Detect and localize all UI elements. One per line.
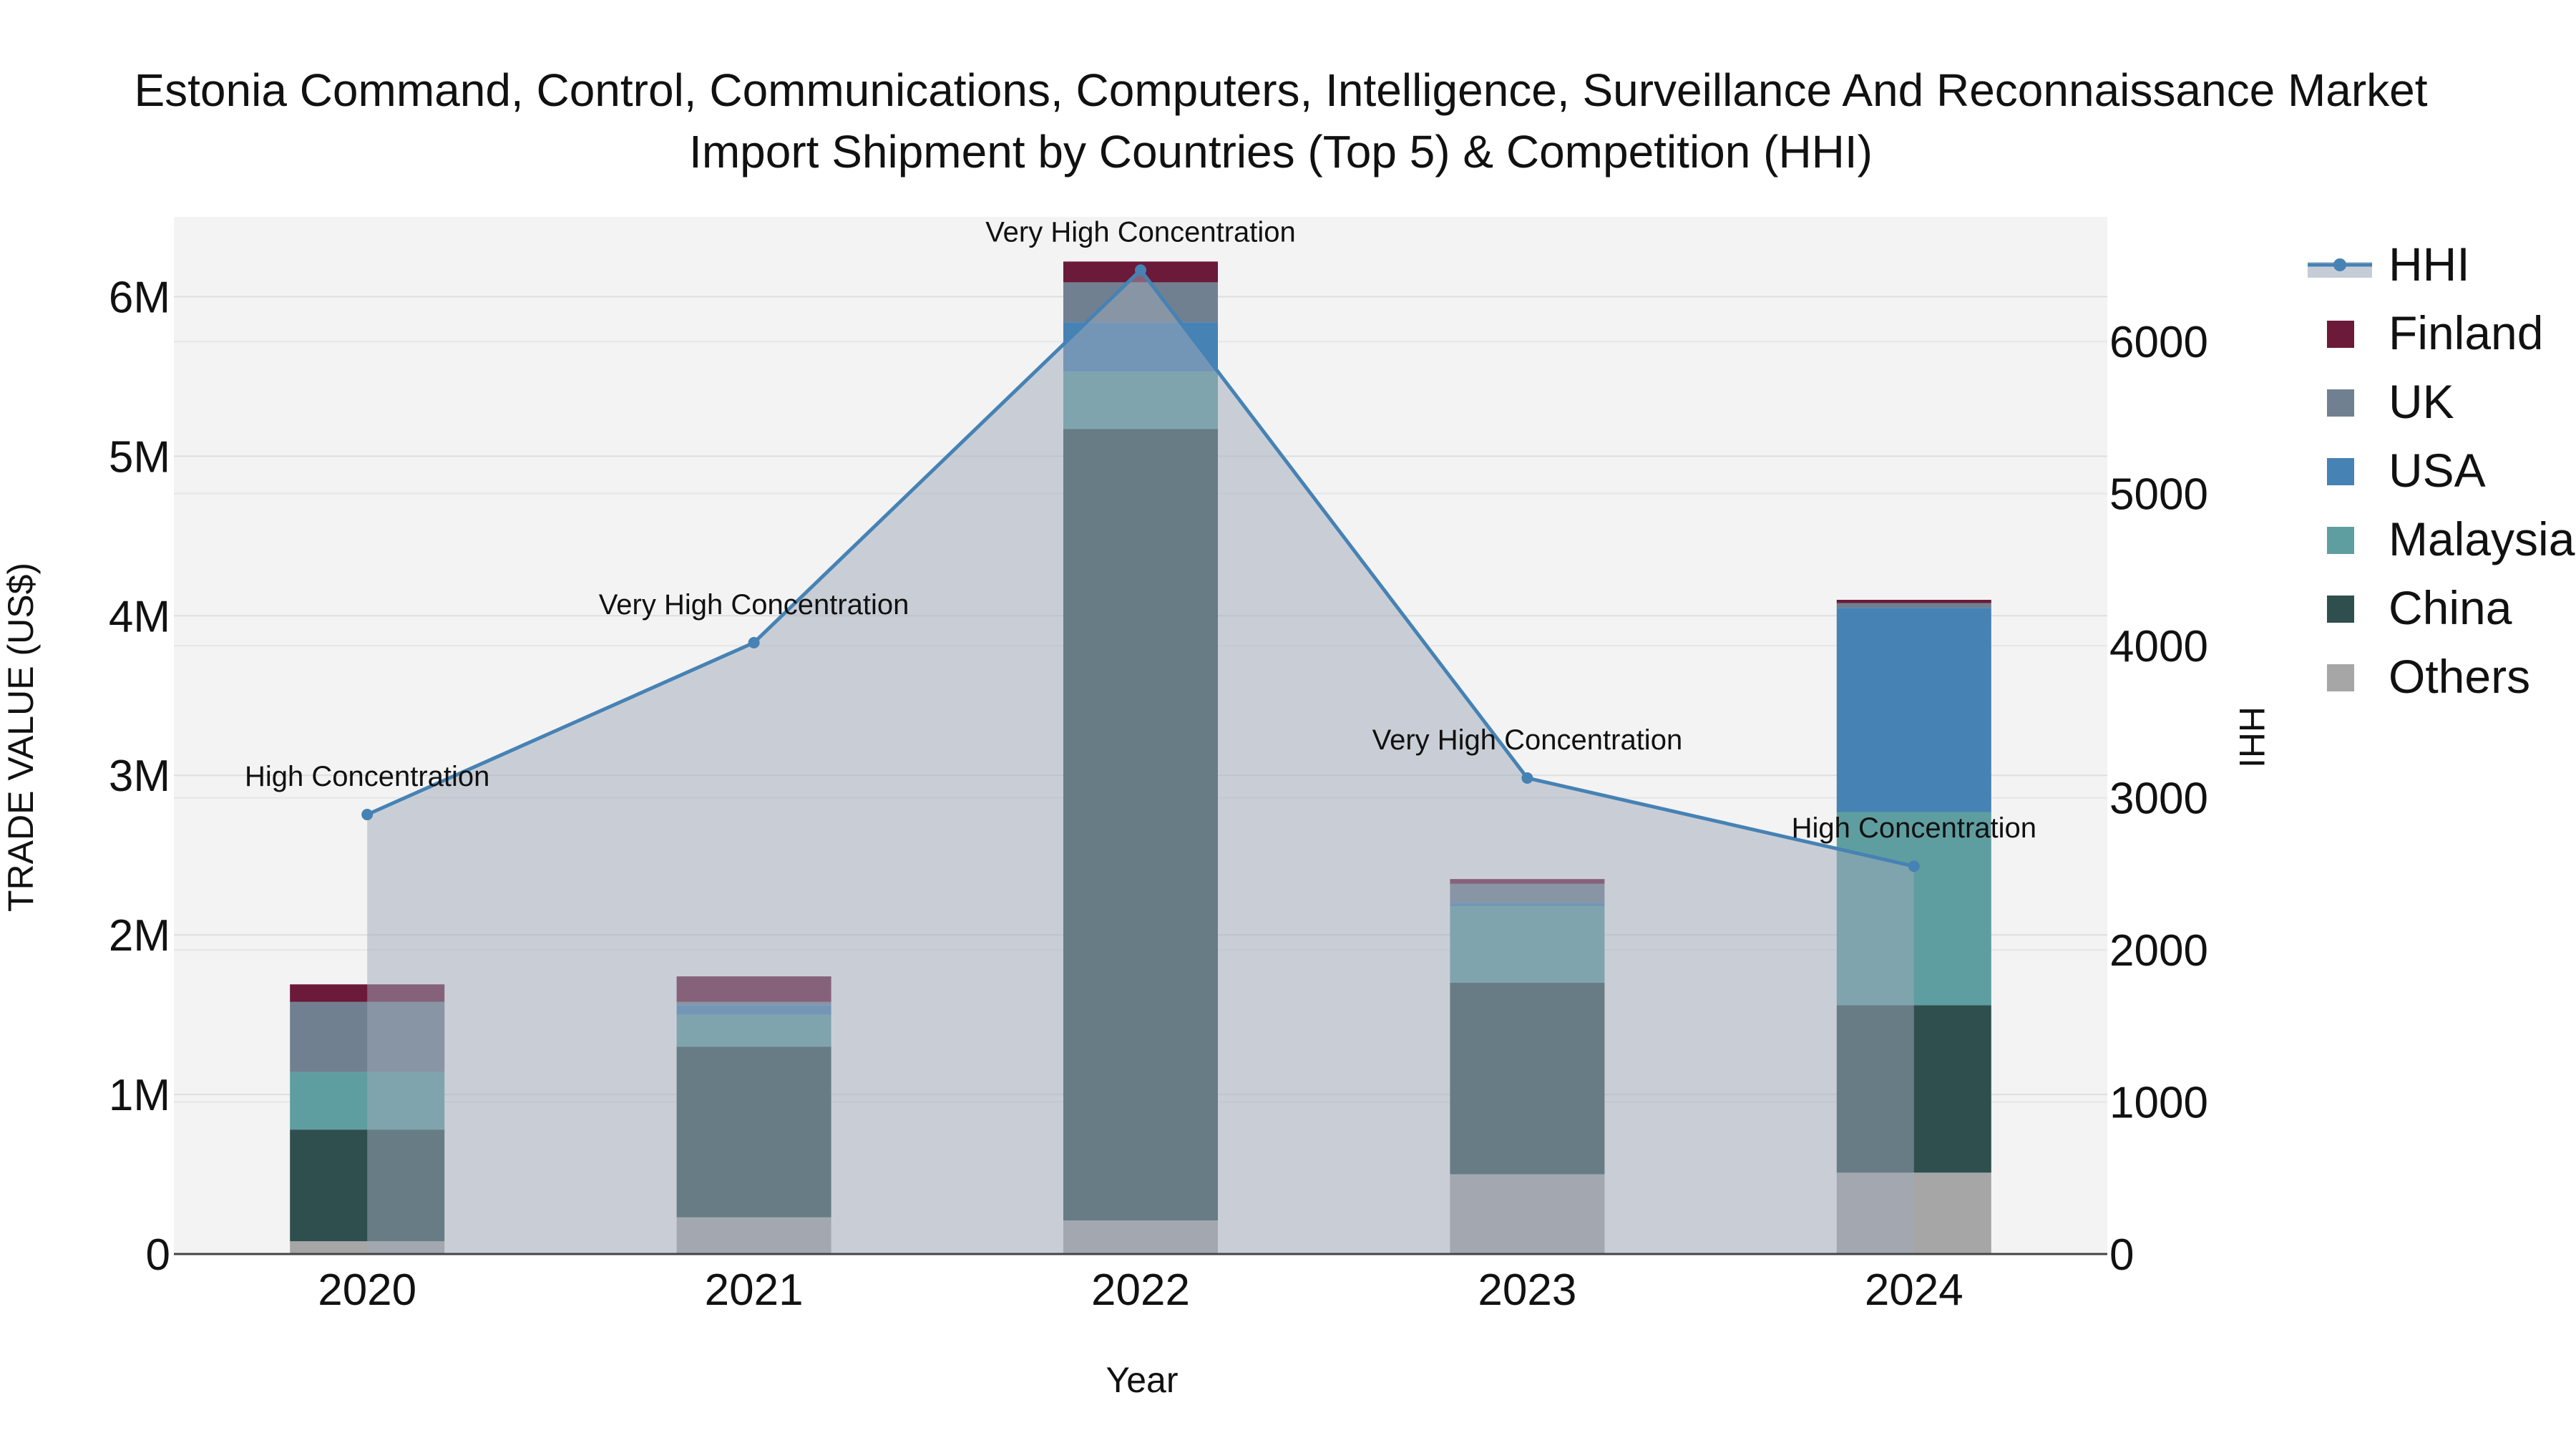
y2-tick-label-1: 1000 [2109, 1079, 2208, 1128]
chart-title-line-1: Estonia Command, Control, Communications… [134, 64, 2427, 116]
y2-axis-title: HHI [2232, 706, 2272, 768]
legend-swatch-marker-hhi [2333, 258, 2346, 271]
legend-swatch-usa [2327, 458, 2354, 485]
y2-tick-label-3: 3000 [2109, 774, 2208, 824]
legend-label-malaysia: Malaysia [2389, 512, 2575, 565]
y2-tick-label-6: 6000 [2109, 318, 2208, 367]
y2-tick-label-2: 2000 [2109, 926, 2208, 976]
legend-swatch-others [2327, 664, 2354, 691]
x-tick-label-2024: 2024 [1865, 1265, 1963, 1315]
hhi-point-2024 [1908, 860, 1920, 873]
legend-swatch-china [2327, 596, 2354, 623]
y-tick-label-4: 4M [109, 592, 170, 641]
legend-label-others: Others [2389, 650, 2530, 703]
legend-swatch-malaysia [2327, 527, 2354, 554]
y2-tick-label-4: 4000 [2109, 622, 2208, 671]
hhi-point-2021 [748, 636, 760, 648]
legend-swatch-finland [2327, 321, 2354, 348]
y-tick-label-5: 5M [109, 432, 170, 482]
y-tick-label-6: 6M [109, 273, 170, 322]
y-tick-label-3: 3M [109, 752, 170, 801]
legend-label-usa: USA [2389, 444, 2486, 497]
hhi-annotation-2022: Very High Concentration [985, 216, 1296, 248]
x-tick-label-2022: 2022 [1091, 1265, 1190, 1315]
y-axis-title: TRADE VALUE (US$) [1, 563, 41, 912]
chart-title-line-2: Import Shipment by Countries (Top 5) & C… [689, 126, 1873, 178]
hhi-annotation-2023: Very High Concentration [1372, 724, 1683, 756]
x-tick-label-2023: 2023 [1478, 1265, 1576, 1315]
legend-label-china: China [2389, 581, 2512, 634]
y-tick-label-1: 1M [109, 1071, 170, 1120]
hhi-annotation-2020: High Concentration [245, 761, 489, 792]
legend-label-hhi: HHI [2389, 238, 2470, 291]
x-tick-label-2020: 2020 [318, 1265, 416, 1315]
hhi-annotation-2024: High Concentration [1792, 812, 2036, 844]
hhi-annotation-2021: Very High Concentration [599, 589, 909, 621]
bar-uk-2024 [1836, 603, 1991, 608]
y2-tick-label-5: 5000 [2109, 470, 2208, 520]
y2-tick-label-0: 0 [2109, 1230, 2134, 1280]
legend-swatch-uk [2327, 389, 2354, 417]
bar-finland-2024 [1836, 600, 1991, 603]
legend-label-finland: Finland [2389, 306, 2543, 359]
x-tick-label-2021: 2021 [705, 1265, 804, 1315]
hhi-point-2023 [1521, 772, 1533, 784]
hhi-point-2022 [1135, 264, 1146, 276]
hhi-area [367, 270, 1914, 1254]
hhi-point-2020 [361, 808, 374, 820]
bar-usa-2024 [1836, 608, 1991, 812]
x-axis-title: Year [1106, 1360, 1178, 1400]
y-tick-label-2: 2M [109, 911, 170, 961]
y-tick-label-0: 0 [146, 1230, 170, 1280]
legend-label-uk: UK [2389, 375, 2454, 428]
